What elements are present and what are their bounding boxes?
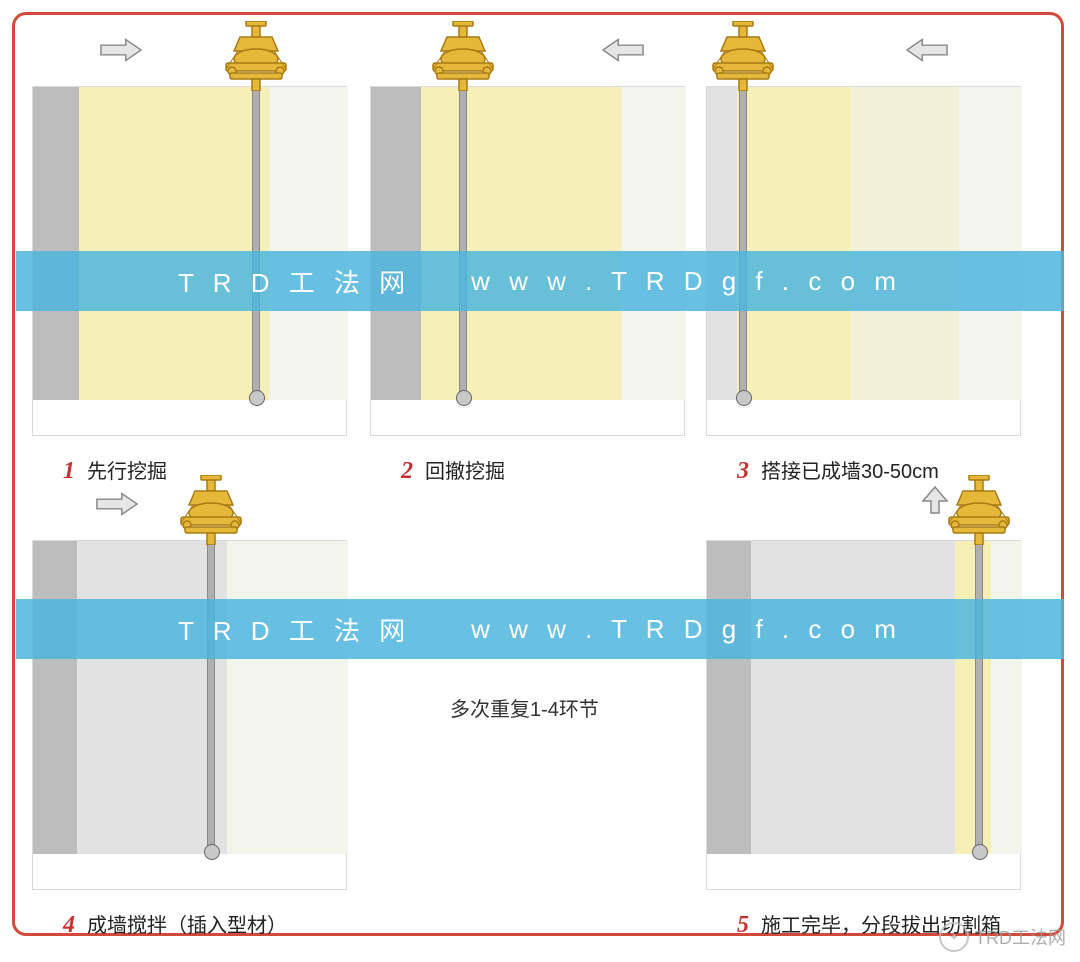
cutter-machine-icon — [171, 475, 251, 545]
zone-strip — [991, 541, 1022, 854]
step-label: 回撤挖掘 — [425, 461, 505, 483]
step-label: 施工完毕，分段拔出切割箱 — [761, 915, 1001, 937]
zone-strip — [737, 87, 851, 400]
panel-caption: 5 施工完毕，分段拔出切割箱 — [707, 909, 1050, 939]
zone-strip — [227, 541, 348, 854]
step-label: 成墙搅拌（插入型材） — [87, 915, 287, 937]
zone-strip — [77, 541, 227, 854]
zone-strip — [751, 541, 955, 854]
zone-strip — [959, 87, 1022, 400]
step-label: 搭接已成墙30-50cm — [761, 461, 939, 483]
zone-strip — [79, 87, 269, 400]
zone-strip — [371, 87, 421, 400]
panel-caption: 2 回撤挖掘 — [371, 455, 714, 485]
zone-strip — [707, 541, 751, 854]
panel-1: 1先行挖掘 — [32, 86, 347, 436]
step-number: 5 — [737, 912, 749, 938]
drill-rod — [739, 83, 747, 396]
void-below — [33, 854, 346, 889]
void-below — [707, 854, 1020, 889]
zone-strip — [955, 541, 991, 854]
panel-4: 4成墙搅拌（插入型材） — [32, 540, 347, 890]
step-number: 1 — [63, 458, 75, 484]
panel-5: 5施工完毕，分段拔出切割箱 — [706, 540, 1021, 890]
step-number: 2 — [401, 458, 413, 484]
zone-strip — [269, 87, 348, 400]
drill-rod — [459, 83, 467, 396]
cutter-machine-icon — [423, 21, 503, 91]
direction-arrow-right-icon — [99, 37, 143, 63]
direction-arrow-right-icon — [95, 491, 139, 517]
drill-rod — [207, 537, 215, 850]
direction-arrow-left-icon — [905, 37, 949, 63]
panel-2: 2回撤挖掘 — [370, 86, 685, 436]
zone-strip — [33, 541, 77, 854]
direction-arrow-left-icon — [601, 37, 645, 63]
repeat-note: 多次重复1-4环节 — [450, 693, 599, 722]
step-label: 先行挖掘 — [87, 461, 167, 483]
step-number: 3 — [737, 458, 749, 484]
zone-strip — [33, 87, 79, 400]
zone-strip — [621, 87, 686, 400]
cutter-machine-icon — [939, 475, 1019, 545]
cutter-machine-icon — [703, 21, 783, 91]
zone-strip — [851, 87, 959, 400]
void-below — [33, 400, 346, 435]
direction-arrow-up-icon — [921, 485, 949, 517]
panel-caption: 4 成墙搅拌（插入型材） — [33, 909, 376, 939]
zone-strip — [421, 87, 621, 400]
void-below — [707, 400, 1020, 435]
drill-rod — [252, 83, 260, 396]
zone-strip — [707, 87, 737, 400]
void-below — [371, 400, 684, 435]
panel-3: 3搭接已成墙30-50cm — [706, 86, 1021, 436]
step-number: 4 — [63, 912, 75, 938]
drill-rod — [975, 537, 983, 850]
cutter-machine-icon — [216, 21, 296, 91]
